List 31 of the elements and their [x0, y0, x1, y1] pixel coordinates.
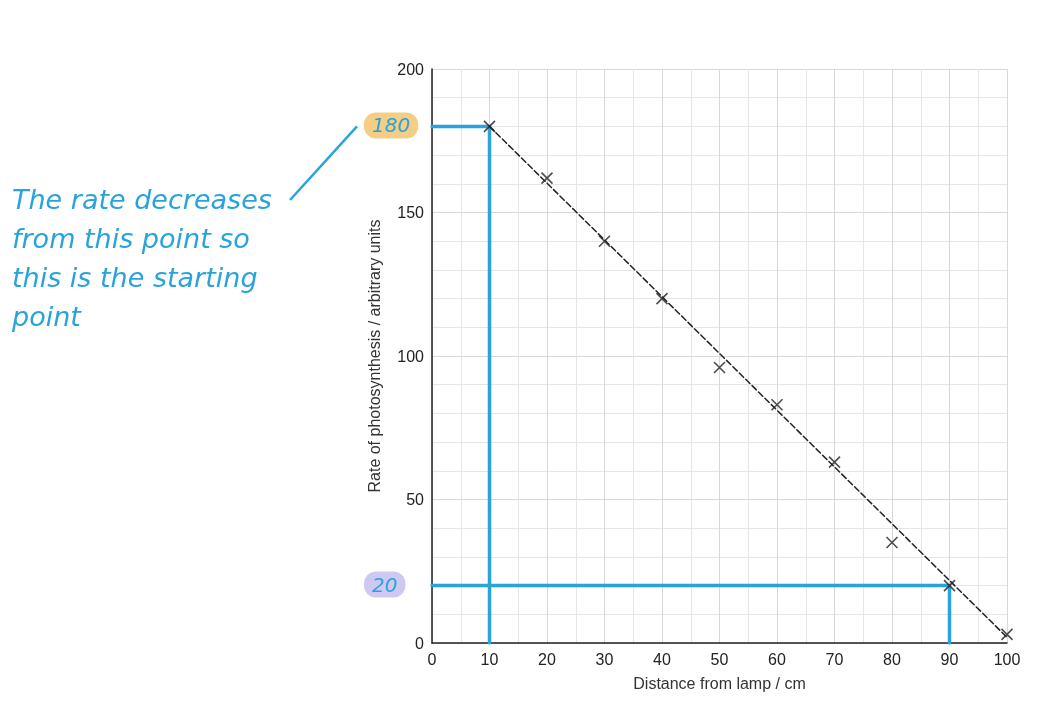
x-tick-label: 0 [427, 650, 437, 668]
point [713, 361, 726, 374]
x-tick-label: 10 [480, 650, 499, 668]
point [828, 455, 841, 469]
x-tick-label: 30 [595, 650, 614, 668]
y-tick-label: 0 [415, 634, 425, 652]
x-tick-label: 60 [768, 650, 786, 668]
y-tick-label: 150 [397, 204, 425, 221]
point [1000, 628, 1014, 641]
y-tick-label: 50 [406, 491, 425, 508]
point [943, 579, 956, 592]
x-tick-label: 20 [538, 650, 556, 668]
y-axis-title: Rate of photosynthesis / arbitrary units [365, 219, 383, 493]
point [483, 120, 496, 133]
x-tick-label: 100 [993, 650, 1021, 668]
x-tick-label: 50 [710, 650, 729, 668]
x-tick-label: 90 [940, 650, 959, 668]
x-tick-label: 80 [883, 650, 901, 668]
point [540, 171, 554, 185]
point [598, 234, 611, 248]
x-tick-label: 40 [653, 650, 671, 668]
point [655, 292, 669, 305]
y-tick-label: 200 [397, 60, 425, 78]
text: The rate decreases from this point so this is the starting point [12, 183, 273, 335]
annotation: 20 [372, 572, 398, 597]
x-axis-title: Distance from lamp / cm [633, 674, 806, 692]
y-tick-label: 100 [397, 347, 425, 365]
annotation: 180 [372, 113, 411, 138]
point [885, 536, 899, 549]
point [770, 398, 784, 412]
x-tick-label: 70 [825, 650, 844, 668]
